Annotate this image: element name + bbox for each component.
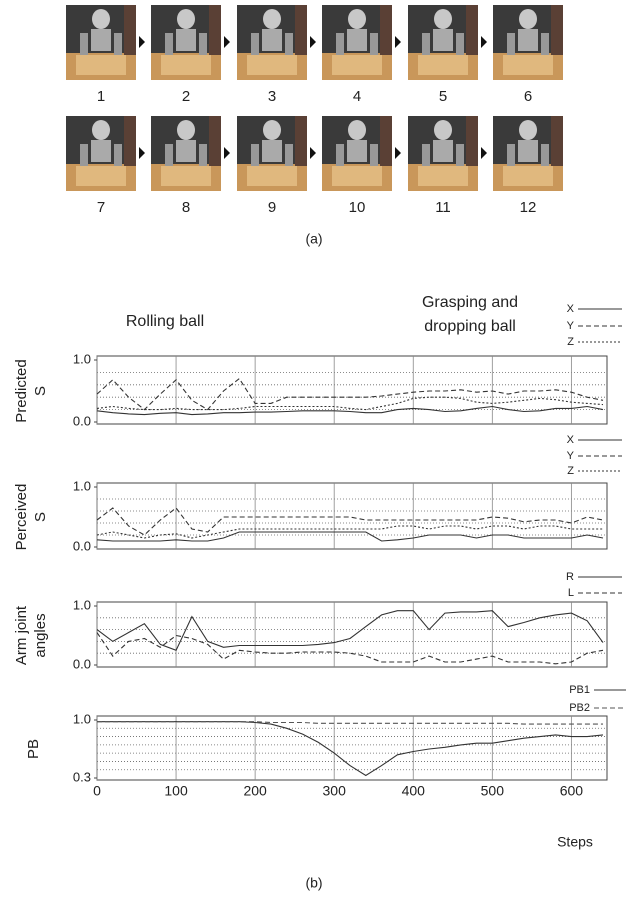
legend-label: L — [568, 587, 574, 599]
legend-label: X — [567, 434, 575, 446]
y-tick-label: 0.0 — [73, 656, 91, 671]
photo — [237, 116, 307, 191]
series-line — [96, 405, 604, 416]
annotation: Rolling ball — [126, 313, 204, 330]
photo-label: 3 — [268, 88, 276, 105]
series-line — [97, 721, 604, 777]
series-line — [96, 507, 604, 536]
photo-label: 4 — [353, 88, 361, 105]
series-line — [96, 632, 604, 665]
plot-frame — [96, 715, 608, 781]
photo-label: 8 — [182, 199, 190, 216]
y-tick-label: 1.0 — [73, 351, 91, 366]
legend-label: PB2 — [569, 702, 590, 714]
caption: (a) — [305, 231, 322, 247]
photo-label: 7 — [97, 199, 105, 216]
x-tick-label: 0 — [93, 783, 101, 799]
photo — [237, 5, 307, 80]
y-axis-label: S — [32, 512, 49, 522]
caption: (b) — [305, 875, 322, 891]
photo-label: 2 — [182, 88, 190, 105]
y-tick-label: 0.0 — [73, 413, 91, 428]
photo-label: 10 — [349, 199, 366, 216]
arrow — [310, 36, 316, 48]
y-axis-label: Perceived — [13, 484, 30, 551]
series-line — [97, 721, 603, 725]
photo — [151, 116, 221, 191]
photo-label: 1 — [97, 88, 105, 105]
photo — [408, 5, 478, 80]
annotation: Grasping and — [422, 294, 518, 311]
x-tick-label: 100 — [164, 783, 188, 799]
photo-label: 6 — [524, 88, 532, 105]
y-tick-label: 1.0 — [73, 597, 91, 612]
arrow — [395, 36, 401, 48]
photo — [322, 116, 392, 191]
photo — [493, 116, 563, 191]
y-axis-label: PB — [25, 739, 42, 759]
photo-label: 12 — [520, 199, 537, 216]
arrow — [395, 147, 401, 159]
x-tick-label: 500 — [481, 783, 505, 799]
arrow — [481, 147, 487, 159]
legend-label: Y — [567, 320, 575, 332]
legend-label: Y — [567, 450, 575, 462]
legend-label: Z — [567, 336, 574, 348]
series-line — [96, 525, 603, 539]
photo — [66, 116, 136, 191]
legend-label: PB1 — [569, 684, 590, 696]
series-line — [96, 377, 604, 411]
photo-label: 11 — [435, 199, 451, 216]
arrow — [224, 36, 230, 48]
arrow — [139, 36, 145, 48]
plot-frame — [96, 482, 608, 550]
legend-label: X — [567, 303, 575, 315]
x-axis-label: Steps — [557, 834, 593, 850]
arrow — [310, 147, 316, 159]
series-line — [96, 396, 604, 411]
photo — [66, 5, 136, 80]
photo — [322, 5, 392, 80]
y-tick-label: 0.0 — [73, 538, 91, 553]
x-tick-label: 600 — [560, 783, 584, 799]
plot-frame — [96, 355, 608, 425]
photo-label: 5 — [439, 88, 447, 105]
arrow — [481, 36, 487, 48]
x-tick-label: 300 — [323, 783, 347, 799]
series-line — [96, 531, 604, 542]
photo-label: 9 — [268, 199, 276, 216]
legend-label: R — [566, 571, 574, 583]
photo — [408, 116, 478, 191]
photo — [493, 5, 563, 80]
y-tick-label: 1.0 — [73, 478, 91, 493]
y-axis-label: Arm joint — [13, 605, 30, 665]
arrow — [224, 147, 230, 159]
plot-frame — [96, 601, 608, 668]
photo — [151, 5, 221, 80]
x-tick-label: 200 — [243, 783, 267, 799]
annotation: dropping ball — [424, 318, 516, 335]
y-tick-label: 1.0 — [73, 711, 91, 726]
series-line — [96, 610, 604, 651]
y-tick-label: 0.3 — [73, 769, 91, 784]
y-axis-label: Predicted — [13, 359, 30, 422]
arrow — [139, 147, 145, 159]
y-axis-label: S — [32, 386, 49, 396]
legend-label: Z — [567, 465, 574, 477]
x-tick-label: 400 — [402, 783, 426, 799]
y-axis-label: angles — [32, 613, 49, 657]
